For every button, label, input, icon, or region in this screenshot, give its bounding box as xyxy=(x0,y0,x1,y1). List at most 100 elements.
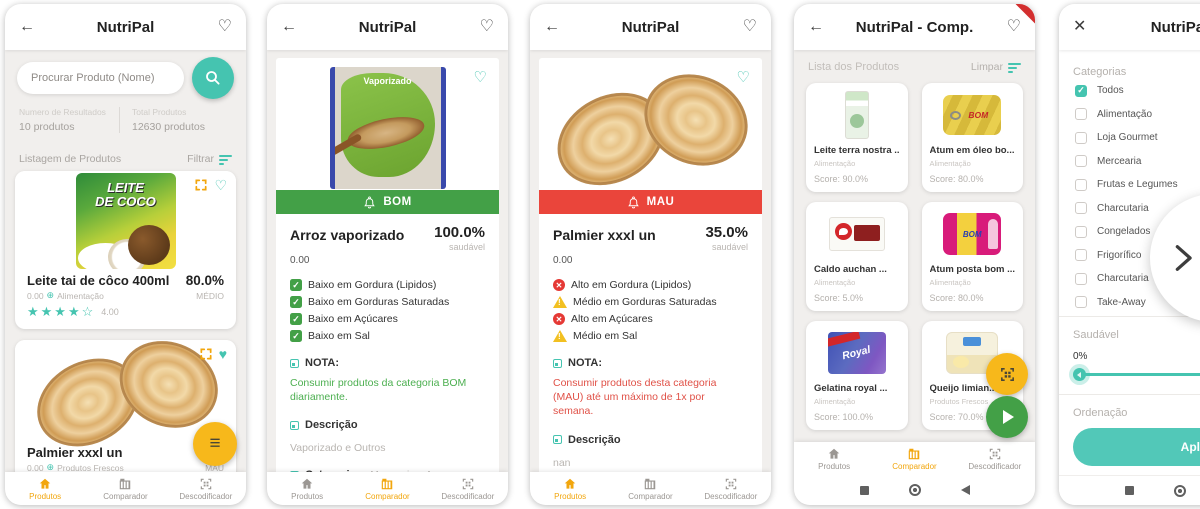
list-label: Lista dos Produtos xyxy=(808,61,900,73)
favorite-heart-icon[interactable]: ♡ xyxy=(214,177,227,193)
product-price: 0.00 xyxy=(290,255,310,266)
tuna-tin-image: BOM xyxy=(943,95,1002,135)
android-overview-button[interactable] xyxy=(1124,486,1134,495)
coconut-graphic xyxy=(127,225,170,265)
nav-descodificador[interactable]: Descodificador xyxy=(691,472,771,505)
favorites-heart-icon[interactable]: ♡ xyxy=(217,18,232,35)
checkbox-icon[interactable] xyxy=(1075,202,1087,214)
checkbox-icon[interactable] xyxy=(1075,131,1087,144)
checkbox-icon[interactable] xyxy=(1075,296,1087,308)
back-arrow-icon[interactable]: ← xyxy=(544,18,560,35)
play-icon xyxy=(1003,410,1014,424)
checkbox-icon[interactable] xyxy=(1075,272,1087,285)
page-title: NutriPal xyxy=(621,18,680,36)
nav-produtos[interactable]: Produtos xyxy=(267,472,347,505)
nav-comparador[interactable]: Comparador xyxy=(610,472,690,505)
header: ← NutriPal ♡ xyxy=(5,4,246,50)
header: ← NutriPal - Comp. ♡ xyxy=(794,4,1035,50)
rice-bag-label: Vaporizado xyxy=(363,76,412,86)
compare-card-leite-terra[interactable]: Leite terra nostra ... Alimentação Score… xyxy=(806,83,908,192)
nutrition-flags: ✕ Alto em Gordura (Lipidos) ! Médio em G… xyxy=(553,279,748,342)
checkbox-charcutaria-2[interactable]: Charcutaria xyxy=(1075,272,1178,285)
checkbox-icon[interactable] xyxy=(1075,249,1087,261)
descricao-text: nan xyxy=(553,456,571,469)
checkbox-checked-icon[interactable]: ✓ xyxy=(1075,84,1087,97)
checkbox-loja-gourmet[interactable]: Loja Gourmet xyxy=(1075,131,1178,144)
android-back-button[interactable] xyxy=(960,485,970,495)
nav-descodificador[interactable]: Descodificador xyxy=(428,472,508,505)
nav-produtos[interactable]: Produtos xyxy=(530,472,610,505)
category-checkbox-list: ✓ Todos Alimentação Loja Gourmet Mercear… xyxy=(1075,84,1178,309)
descricao-text: Vaporizado e Outros xyxy=(290,442,386,455)
favorite-heart-filled-icon[interactable]: ♥ xyxy=(218,346,227,362)
checkbox-frutas-legumes[interactable]: Frutas e Legumes xyxy=(1075,178,1178,191)
apply-button[interactable]: Aplicar xyxy=(1073,428,1200,466)
checkbox-frigorifico[interactable]: Frigorífico xyxy=(1075,249,1178,262)
rating-row: ★★★★☆ 4.00 xyxy=(15,301,236,320)
warning-icon: ! xyxy=(553,296,567,308)
compare-card-queijo[interactable]: Queijo limian... Produtos Frescos Score:… xyxy=(921,321,1023,430)
checkbox-icon[interactable] xyxy=(1075,155,1087,167)
favorite-heart-icon[interactable]: ♡ xyxy=(473,69,487,86)
menu-fab-button[interactable]: ≡ xyxy=(193,422,237,466)
nav-comparador[interactable]: Comparador xyxy=(874,442,954,475)
descricao-section-header[interactable]: Descrição xyxy=(553,434,748,446)
back-arrow-icon[interactable]: ← xyxy=(281,18,297,35)
favorites-heart-icon[interactable]: ♡ xyxy=(479,18,494,35)
close-icon[interactable]: ✕ xyxy=(1073,18,1087,35)
nutrition-flag: ✓ Baixo em Gordura (Lipidos) xyxy=(290,279,485,291)
slider-thumb[interactable] xyxy=(1073,368,1086,381)
nav-comparador[interactable]: Comparador xyxy=(85,472,165,505)
product-card-leite-coco[interactable]: LEITE DE COCO ♡ Leite tai de côco 400ml … xyxy=(15,171,236,329)
checkbox-congelados[interactable]: Congelados xyxy=(1075,225,1178,238)
android-home-button[interactable] xyxy=(908,484,921,496)
nav-comparador[interactable]: Comparador xyxy=(347,472,427,505)
compare-card-gelatina[interactable]: Royal Gelatina royal ... Alimentação Sco… xyxy=(806,321,908,430)
search-button[interactable] xyxy=(192,57,234,99)
nav-produtos[interactable]: Produtos xyxy=(794,442,874,475)
nav-produtos[interactable]: Produtos xyxy=(5,472,85,505)
nav-descodificador[interactable]: Descodificador xyxy=(166,472,246,505)
android-overview-button[interactable] xyxy=(859,485,869,495)
compare-card-atum-posta[interactable]: BOM Atum posta bom ... Alimentação Score… xyxy=(921,202,1023,311)
compare-card-caldo[interactable]: Caldo auchan ... Alimentação Score: 5.0% xyxy=(806,202,908,311)
total-products: Total Produtos 12630 produtos xyxy=(119,107,232,133)
descricao-section-header[interactable]: Descrição xyxy=(290,419,485,431)
compare-icon[interactable] xyxy=(194,178,208,192)
checkbox-todos[interactable]: ✓ Todos xyxy=(1075,84,1178,97)
favorites-heart-icon[interactable]: ♡ xyxy=(1006,18,1021,35)
clear-button[interactable]: Limpar xyxy=(971,61,1021,73)
favorites-heart-icon[interactable]: ♡ xyxy=(742,18,757,35)
checkbox-alimentacao[interactable]: Alimentação xyxy=(1075,108,1178,121)
checkbox-icon[interactable] xyxy=(1075,225,1087,238)
android-home-button[interactable] xyxy=(1173,484,1186,497)
nutrition-flags: ✓ Baixo em Gordura (Lipidos) ✓ Baixo em … xyxy=(290,279,485,342)
filter-button[interactable]: Filtrar xyxy=(187,153,232,165)
favorite-heart-icon[interactable]: ♡ xyxy=(736,69,750,86)
divider xyxy=(1059,394,1200,395)
back-arrow-icon[interactable]: ← xyxy=(19,18,35,35)
health-slider[interactable] xyxy=(1069,364,1200,385)
bottom-nav: Produtos Comparador Descodificador xyxy=(5,472,246,505)
checkbox-icon[interactable] xyxy=(1075,178,1087,191)
checkbox-icon[interactable] xyxy=(1075,108,1087,120)
compare-icon[interactable] xyxy=(199,347,213,361)
compare-card-atum-oleo[interactable]: BOM Atum em óleo bo... Alimentação Score… xyxy=(921,83,1023,192)
back-arrow-icon[interactable]: ← xyxy=(808,18,824,35)
compare-play-fab-button[interactable] xyxy=(986,396,1028,438)
bottom-nav: Produtos Comparador Descodificador xyxy=(267,472,508,505)
page-title: NutriPal - Comp. xyxy=(855,18,974,36)
nav-descodificador[interactable]: Descodificador xyxy=(955,442,1035,475)
nutrition-flag: ✓ Baixo em Açúcares xyxy=(290,313,485,325)
product-name: Palmier xxxl un xyxy=(553,227,656,243)
checkbox-take-away[interactable]: Take-Away xyxy=(1075,296,1178,309)
search-input[interactable] xyxy=(17,62,184,94)
product-meta: 0.00 ⊕ Alimentação xyxy=(27,290,104,301)
product-card-palmier[interactable]: ♥ Palmier xxxl un 35.0 0.00 ⊕ Produtos F… xyxy=(15,340,236,485)
tuna-tin-pink-image: BOM xyxy=(943,213,1002,255)
qr-scan-icon xyxy=(200,478,212,489)
checkbox-mercearia[interactable]: Mercearia xyxy=(1075,155,1178,168)
checkbox-charcutaria-1[interactable]: Charcutaria xyxy=(1075,202,1178,215)
product-detail-card: ♡ Vaporizado BOM Arroz vap xyxy=(276,58,499,477)
scan-fab-button[interactable] xyxy=(986,353,1028,395)
